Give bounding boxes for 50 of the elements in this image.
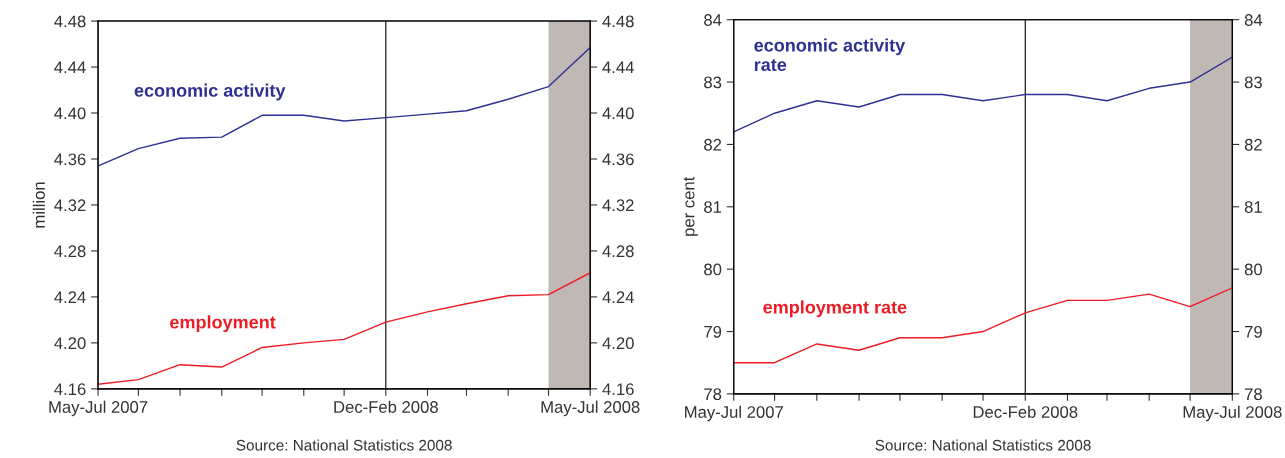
y2-tick-label: 4.28 — [602, 245, 634, 258]
y2-tick-label: 4.36 — [602, 153, 634, 166]
y2-tick-label: 4.16 — [602, 383, 634, 396]
line-series — [98, 272, 591, 385]
y2-tick-label: 79 — [1244, 325, 1262, 338]
y2-tick-label: 80 — [1244, 263, 1263, 276]
y-tick-label: 79 — [704, 325, 722, 338]
y2-tick-label: 4.20 — [602, 337, 634, 350]
source-note: Source: National Statistics 2008 — [875, 439, 1091, 451]
x-tick-label: Dec-Feb 2008 — [334, 400, 438, 413]
y2-tick-label: 82 — [1244, 138, 1262, 151]
y2-tick-label: 4.44 — [602, 61, 634, 74]
y2-tick-label: 83 — [1244, 76, 1262, 89]
x-tick-label: May-Jul 2008 — [541, 400, 640, 417]
y-tick-label: 83 — [704, 76, 722, 89]
x-tick-label: May-Jul 2007 — [49, 400, 148, 417]
line-series — [733, 56, 1233, 133]
y-tick-label: 4.48 — [54, 15, 86, 28]
y-tick-label: 4.24 — [54, 291, 86, 303]
line-series — [98, 46, 591, 167]
y-axis-title: per cent — [683, 176, 698, 236]
y-tick-label: 4.16 — [54, 383, 86, 396]
x-tick-label: May-Jul 2007 — [685, 405, 783, 422]
y2-tick-label: 84 — [1244, 14, 1263, 26]
line-series — [733, 287, 1233, 364]
y2-tick-label: 4.40 — [602, 107, 634, 120]
y-axis-title: million — [32, 182, 45, 228]
y2-tick-label: 4.48 — [602, 15, 634, 28]
x-tick-label: Dec-Feb 2008 — [973, 405, 1078, 418]
y2-tick-label: 81 — [1244, 201, 1262, 213]
y2-tick-label: 78 — [1244, 388, 1262, 401]
y2-tick-label: 4.24 — [602, 291, 634, 303]
y-tick-label: 82 — [704, 138, 722, 151]
y-tick-label: 4.36 — [54, 153, 86, 166]
series-label: employment — [170, 315, 276, 333]
y-tick-label: 84 — [704, 14, 722, 26]
y-tick-label: 4.32 — [54, 199, 86, 212]
y-tick-label: 4.20 — [54, 337, 86, 350]
source-note: Source: National Statistics 2008 — [236, 439, 452, 451]
y2-tick-label: 4.32 — [602, 199, 634, 212]
y-tick-label: 4.28 — [54, 245, 86, 258]
series-label: employment rate — [763, 300, 907, 318]
x-tick-label: May-Jul 2008 — [1183, 405, 1282, 422]
series-label: economic activity — [134, 83, 286, 101]
y-tick-label: 78 — [704, 388, 722, 401]
series-label: economic activity rate — [754, 38, 906, 72]
y-tick-label: 4.40 — [54, 107, 86, 120]
y-tick-label: 80 — [704, 263, 722, 276]
y-tick-label: 4.44 — [54, 61, 86, 74]
y-tick-label: 81 — [704, 201, 722, 213]
